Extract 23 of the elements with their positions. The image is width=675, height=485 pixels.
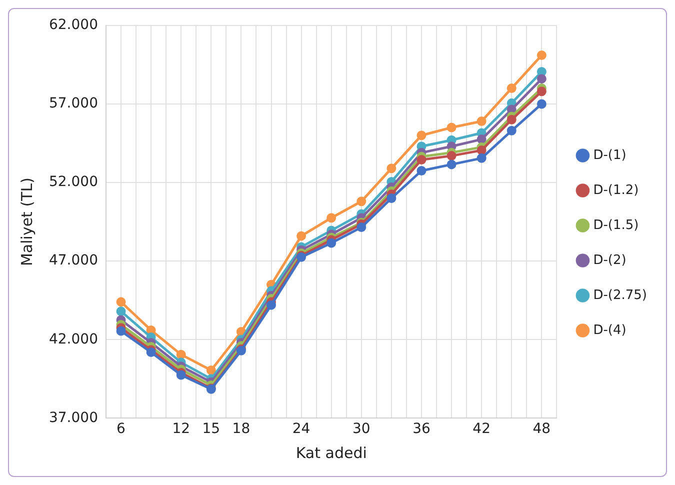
- legend-label: D-(4): [593, 322, 626, 338]
- x-tick-label: 42: [472, 421, 491, 438]
- y-tick-label: 47.000: [48, 252, 98, 269]
- y-axis-title: Maliyet (TL): [18, 178, 36, 266]
- y-tick-label: 62.000: [48, 17, 98, 34]
- legend-label: D-(2): [593, 252, 626, 268]
- legend-label: D-(1.2): [593, 182, 639, 198]
- x-tick-label: 18: [232, 421, 250, 438]
- x-tick-label: 24: [292, 421, 310, 438]
- legend-label: D-(1): [593, 148, 626, 163]
- x-tick-label: 36: [412, 421, 430, 438]
- x-axis-title: Kat adedi: [296, 444, 367, 462]
- y-tick-label: 52.000: [48, 174, 98, 190]
- y-tick-label: 57.000: [48, 96, 98, 112]
- x-tick-label: 48: [532, 421, 551, 438]
- x-tick-label: 6: [116, 421, 126, 438]
- x-tick-label: 15: [202, 421, 220, 438]
- legend-label: D-(1.5): [593, 218, 639, 233]
- legend-label: D-(2.75): [593, 288, 648, 303]
- x-tick-label: 30: [352, 421, 370, 438]
- y-tick-label: 37.000: [48, 410, 98, 426]
- x-tick-label: 12: [172, 421, 190, 438]
- y-tick-label: 42.000: [48, 331, 98, 348]
